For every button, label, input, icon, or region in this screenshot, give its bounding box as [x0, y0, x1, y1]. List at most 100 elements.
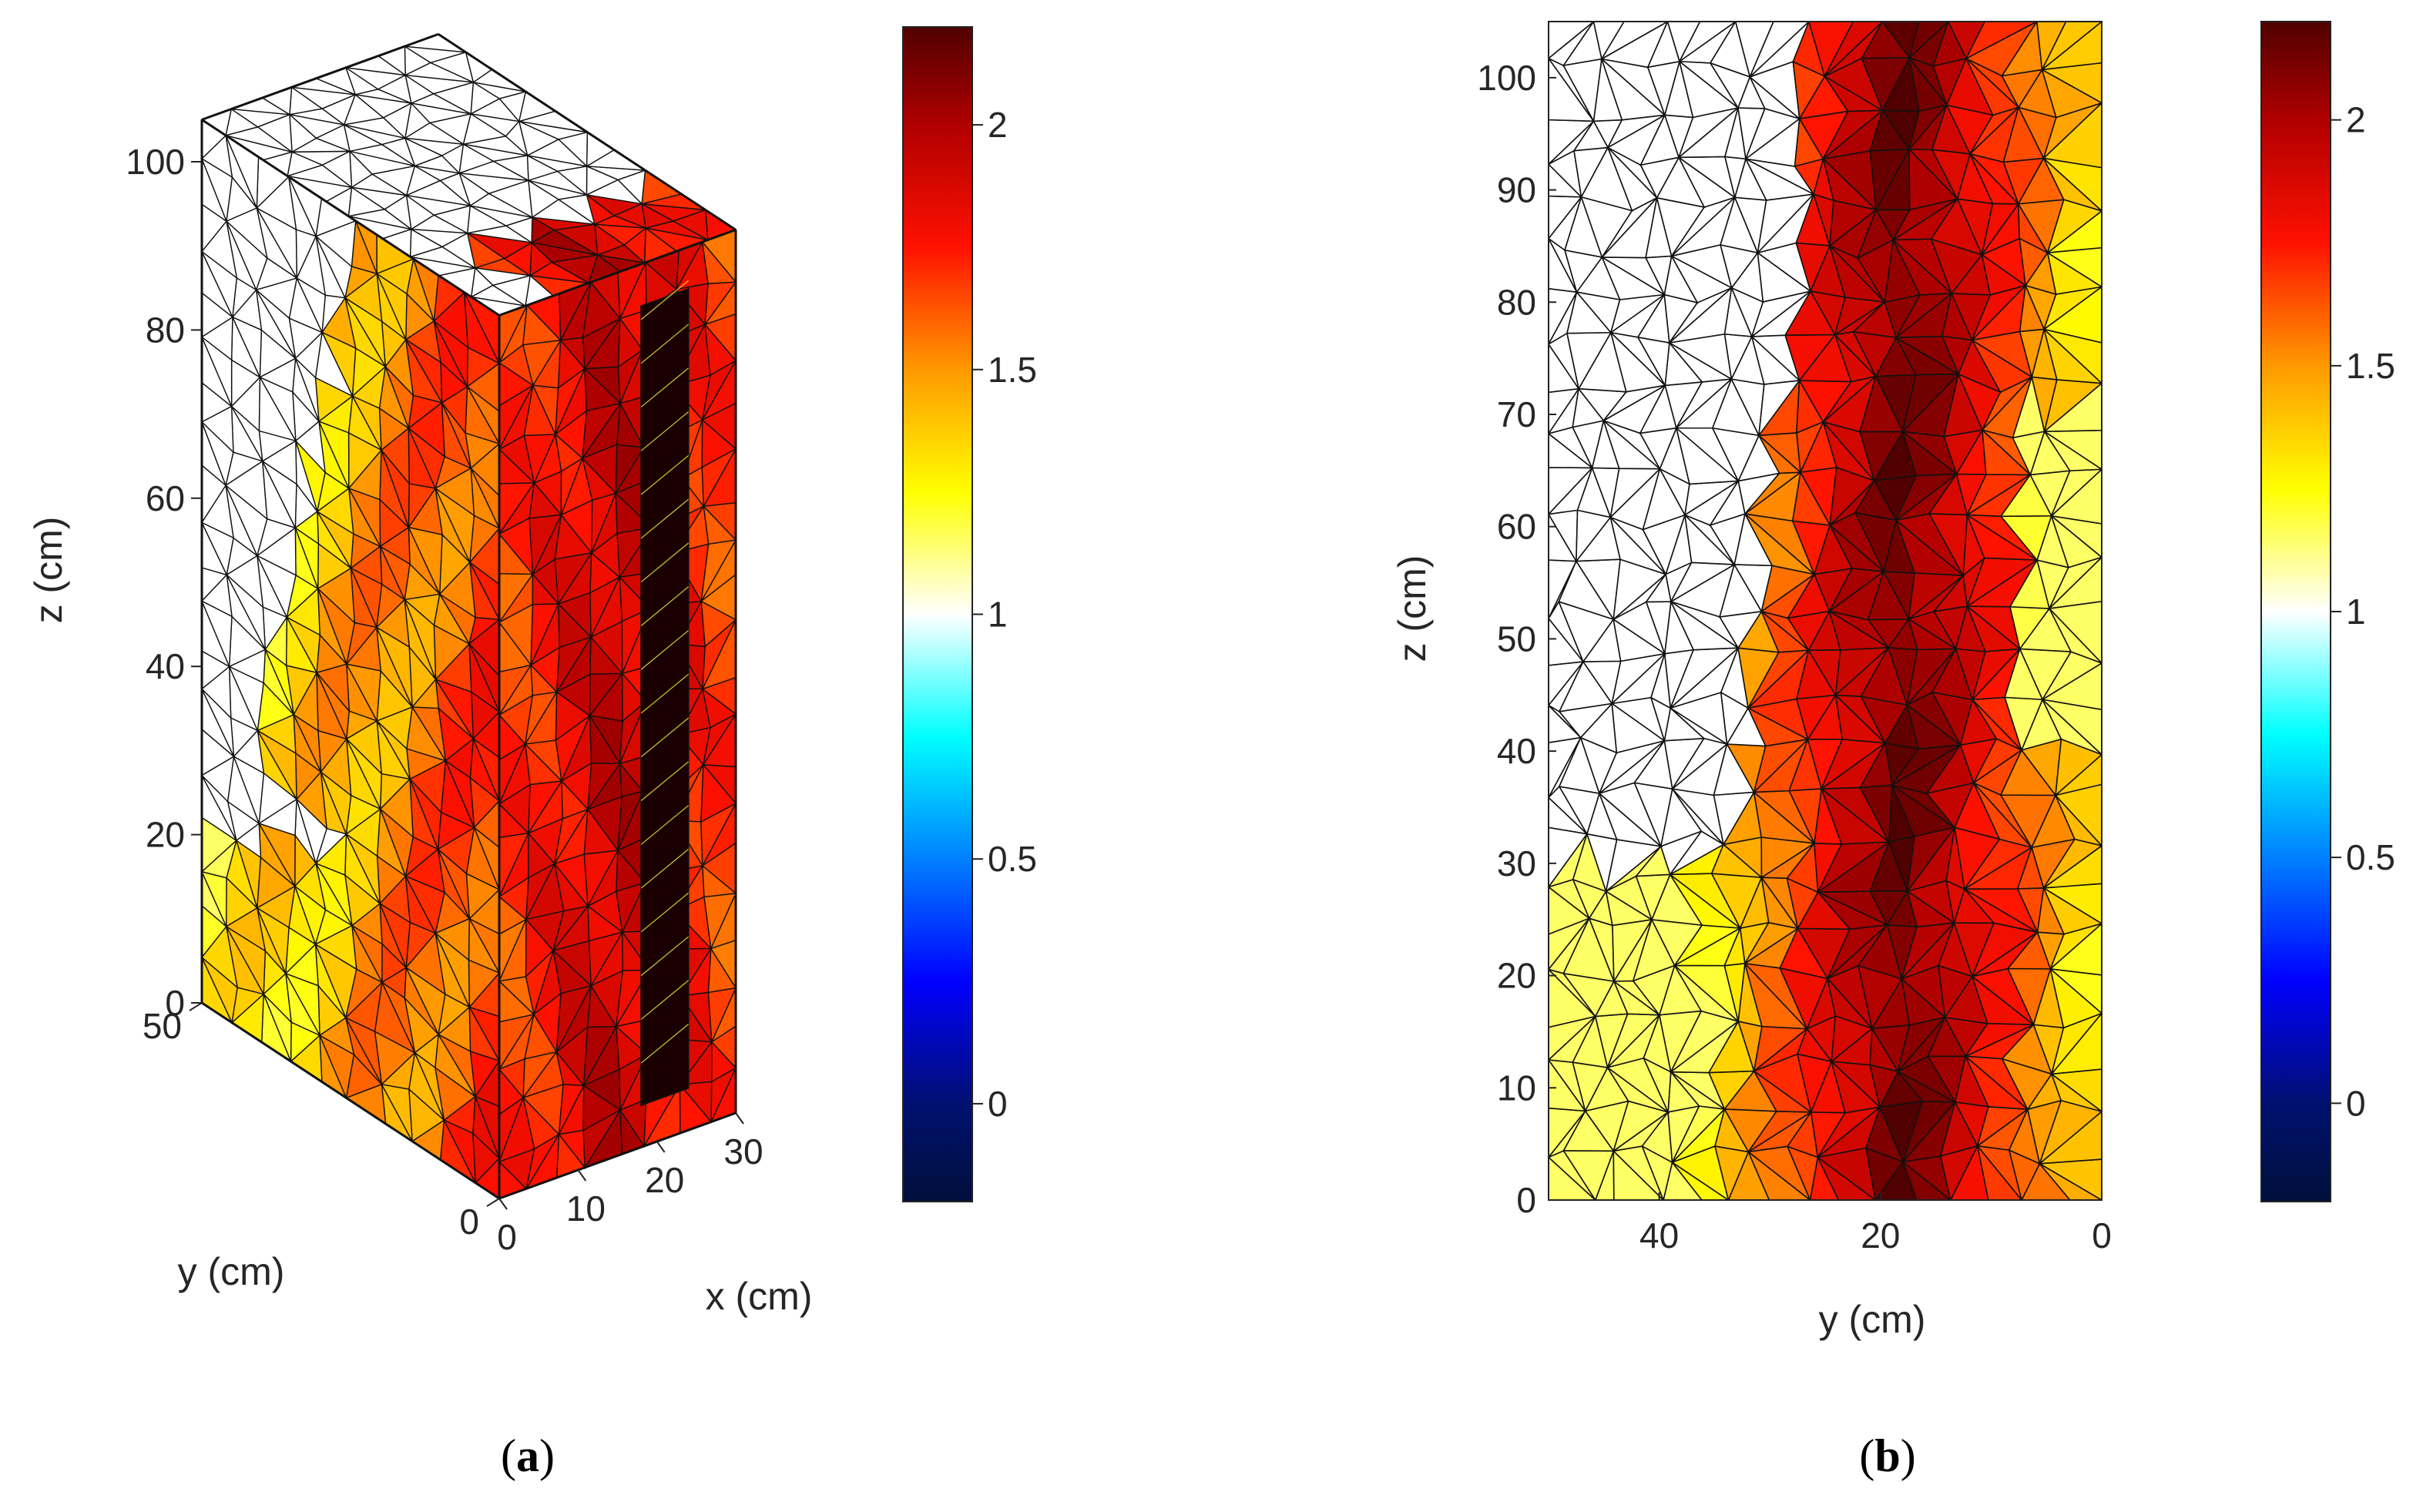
mesh-element-b [1908, 22, 1949, 60]
x-tick-a [735, 1112, 744, 1125]
panel-a-wire-region [200, 33, 648, 866]
x-tick-a [498, 1198, 508, 1210]
colorbar-tick-label: 0.5 [988, 839, 1037, 879]
mesh-element-b [1824, 22, 1884, 77]
box-edge-a [498, 1111, 737, 1200]
z-tick-label-b: 10 [1497, 1068, 1536, 1108]
mesh-element-b [1549, 22, 1595, 59]
z-tick-label-b: 90 [1497, 170, 1536, 210]
column-hatch-a [640, 280, 689, 320]
column-hatch-a [640, 498, 689, 539]
box-edge-a [201, 119, 500, 317]
mesh-element-a [295, 797, 327, 866]
panel-b-colorbar: 0 0.5 1 1.5 2 [2260, 21, 2395, 1202]
panel-a-z-axis: 0 20 40 60 80 100 [126, 142, 202, 1023]
column-hatch-a [640, 586, 689, 626]
panel-a-zlabel: z (cm) [27, 517, 70, 624]
z-tick-label-a: 100 [126, 142, 185, 182]
colorbar-tick-label: 0 [2346, 1083, 2366, 1123]
box-edge-a [201, 1001, 500, 1200]
colorbar-a-ticks: 0 0.5 1 1.5 2 [972, 105, 1037, 1124]
panel-a-mesh [200, 169, 738, 1200]
y-tick-a [486, 1198, 500, 1207]
x-tick-label-a: 10 [566, 1188, 606, 1229]
caption-b: (b) [1859, 1430, 1915, 1481]
x-tick-a [656, 1141, 666, 1153]
panel-b-xlabel: y (cm) [1819, 1298, 1926, 1341]
y-tick-label-b: 0 [2092, 1215, 2112, 1256]
panel-a-y-axis: 0 50 [143, 1002, 500, 1242]
panel-a-colorbar: 0 0.5 1 1.5 2 [902, 26, 1037, 1202]
mesh-element-b [1965, 22, 2038, 60]
box-edge-a [201, 32, 439, 121]
z-tick-label-a: 40 [146, 646, 185, 686]
column-hatch-a [640, 542, 689, 583]
dark-column-a [640, 287, 690, 1107]
x-tick-label-a: 30 [723, 1131, 763, 1172]
y-tick-label-b: 40 [1639, 1215, 1679, 1256]
colorbar-b-ticks: 0 0.5 1 1.5 2 [2331, 100, 2395, 1123]
panel-b-mesh [1549, 22, 2102, 1200]
panel-a-xlabel: x (cm) [706, 1275, 813, 1318]
colorbar-tick-label: 0 [988, 1084, 1008, 1124]
panel-b-y-axis: 40 20 0 [1639, 1192, 2112, 1256]
mesh-element-b [1599, 22, 1670, 61]
y-tick-a [189, 1002, 203, 1011]
z-tick-label-b: 40 [1497, 731, 1536, 771]
y-tick-label-b: 20 [1861, 1215, 1900, 1256]
panel-a-ylabel: y (cm) [178, 1250, 285, 1293]
colorbar-tick-label: 1 [2346, 592, 2366, 632]
column-hatch-a [640, 717, 689, 758]
z-tick-label-b: 20 [1497, 956, 1536, 996]
colorbar-a-bar [902, 26, 973, 1202]
colorbar-b-bar [2260, 21, 2331, 1202]
column-hatch-a [640, 892, 689, 933]
z-tick-label-a: 20 [146, 815, 185, 855]
colorbar-tick-label: 2 [2346, 100, 2366, 140]
column-hatch-a [640, 367, 689, 407]
z-tick-label-b: 60 [1497, 507, 1536, 547]
mesh-element-b [1679, 22, 1737, 62]
box-edge-a [498, 228, 737, 317]
mesh-element-b [1749, 22, 1811, 78]
colorbar-tick-label: 2 [988, 105, 1008, 145]
caption-b-text: (b) [1859, 1430, 1915, 1481]
x-tick-a [577, 1169, 587, 1182]
panel-b-z-axis: 0 10 20 30 40 50 60 70 80 90 100 [1477, 58, 1556, 1220]
mesh-element-b [2041, 22, 2102, 71]
column-hatch-a [640, 411, 689, 451]
z-tick-label-b: 0 [1516, 1180, 1536, 1220]
panel-a-dark-column [640, 280, 690, 1107]
column-hatch-a [640, 454, 689, 495]
caption-a-text: (a) [501, 1430, 555, 1481]
column-hatch-a [640, 324, 689, 364]
column-hatch-a [640, 936, 689, 977]
colorbar-tick-label: 0.5 [2346, 837, 2395, 877]
z-tick-label-a: 0 [165, 983, 185, 1023]
z-tick-label-b: 30 [1497, 843, 1536, 883]
panel-b-axes-box [1548, 21, 2103, 1201]
z-tick-label-b: 50 [1497, 619, 1536, 659]
x-tick-label-a: 0 [497, 1217, 517, 1257]
panel-a-x-axis: 0 10 20 30 [497, 1112, 763, 1257]
column-hatch-a [640, 849, 689, 889]
panel-b-ylabel: z (cm) [1391, 555, 1434, 662]
column-hatch-a [640, 673, 689, 714]
box-edge-a [438, 33, 737, 231]
colorbar-tick-label: 1 [988, 595, 1008, 635]
column-hatch-a [640, 980, 689, 1020]
panel-a-outline [200, 32, 737, 1200]
column-hatch-a [640, 1024, 689, 1064]
colorbar-tick-label: 1.5 [988, 350, 1037, 390]
z-tick-label-b: 70 [1497, 394, 1536, 434]
caption-a: (a) [501, 1430, 555, 1481]
column-hatch-a [640, 630, 689, 670]
z-tick-label-b: 80 [1497, 282, 1536, 322]
x-tick-label-a: 20 [645, 1160, 684, 1200]
z-tick-label-a: 60 [146, 478, 185, 518]
column-hatch-a [640, 805, 689, 845]
mesh-element-a [473, 267, 531, 287]
